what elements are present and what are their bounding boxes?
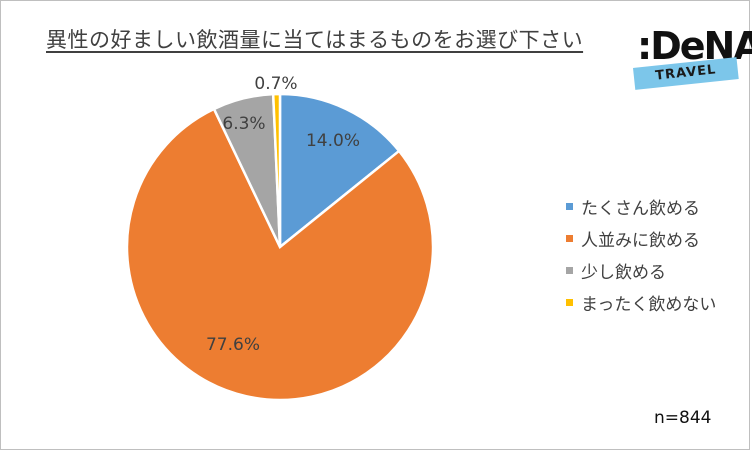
dena-travel-logo: :DeNA TRAVEL [633, 24, 752, 98]
chart-title: 異性の好ましい飲酒量に当てはまるものをお選び下さい [46, 28, 584, 52]
legend-swatch [566, 266, 573, 274]
sample-size-label: n=844 [654, 408, 712, 428]
legend-item-4: まったく飲めない [566, 286, 716, 318]
legend-label: 人並みに飲める [581, 230, 700, 251]
pie-slice-4 [271, 92, 282, 248]
data-label-4: 0.7% [254, 74, 297, 94]
legend-label: 少し飲める [581, 262, 666, 283]
pie-slice-1 [278, 92, 401, 250]
legend-swatch [566, 298, 573, 306]
legend-label: まったく飲めない [581, 294, 717, 315]
data-label-1: 14.0% [306, 131, 360, 151]
legend-swatch [566, 202, 573, 210]
legend-swatch [566, 234, 573, 242]
legend-item-1: たくさん飲める [566, 190, 716, 222]
legend-label: たくさん飲める [581, 198, 700, 219]
legend-item-3: 少し飲める [566, 254, 716, 286]
chart-legend: たくさん飲める 人並みに飲める 少し飲めるまったく飲めない [566, 190, 716, 318]
data-label-2: 77.6% [206, 335, 260, 355]
data-label-3: 6.3% [222, 114, 265, 134]
legend-item-2: 人並みに飲める [566, 222, 716, 254]
pie-slice-2 [125, 107, 435, 402]
